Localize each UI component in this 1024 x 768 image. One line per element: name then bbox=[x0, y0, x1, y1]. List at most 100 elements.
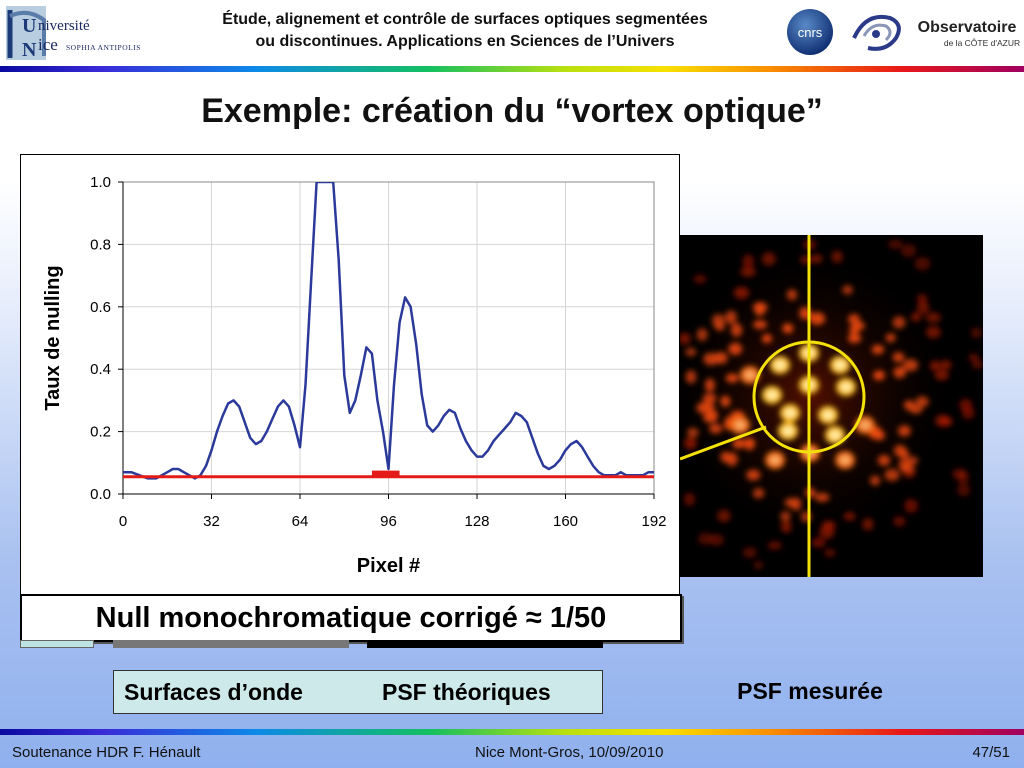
psf-speckle bbox=[746, 469, 761, 481]
slide-title: Exemple: création du “vortex optique” bbox=[201, 92, 823, 130]
psf-speckle bbox=[725, 373, 739, 383]
psf-speckle bbox=[925, 312, 941, 323]
psf-speckle bbox=[753, 488, 765, 499]
psf-speckle bbox=[685, 370, 697, 384]
psf-speckle bbox=[914, 257, 931, 271]
psf-measured-image bbox=[680, 235, 983, 577]
label-psf-mesuree: PSF mesurée bbox=[737, 678, 883, 704]
presentation-title: Étude, alignement et contrôle de surface… bbox=[160, 9, 770, 53]
psf-speckle bbox=[873, 370, 885, 381]
psf-speckle bbox=[898, 449, 910, 459]
psf-speckle bbox=[733, 286, 750, 299]
psf-spot-core bbox=[823, 411, 833, 419]
footer-location-date: Nice Mont-Gros, 10/09/2010 bbox=[475, 744, 664, 761]
hidden-panel-edge-b bbox=[113, 640, 349, 648]
psf-speckle bbox=[704, 378, 715, 393]
y-tick-label: 0.6 bbox=[90, 299, 111, 316]
logo-cnrs-text: cnrs bbox=[798, 25, 823, 40]
psf-speckle bbox=[884, 468, 900, 482]
psf-spot-core bbox=[745, 371, 755, 379]
logo-obs-line1: Observatoire bbox=[918, 19, 1017, 36]
y-tick-label: 0.0 bbox=[90, 486, 111, 503]
psf-speckle bbox=[888, 239, 903, 249]
label-surfaces-onde: Surfaces d’onde bbox=[124, 679, 303, 705]
psf-speckle bbox=[869, 475, 881, 486]
x-tick-label: 96 bbox=[380, 513, 397, 530]
psf-speckle bbox=[687, 427, 699, 438]
psf-speckle bbox=[698, 532, 713, 545]
title-line-2: ou discontinues. Applications en Science… bbox=[255, 33, 675, 50]
svg-text:U: U bbox=[22, 15, 36, 37]
psf-speckle bbox=[917, 301, 930, 315]
nulling-chart: 0.0 0.2 0.4 0.6 0.8 1.0 0 32 64 96 128 160 192 Pixel … bbox=[20, 154, 680, 596]
psf-speckle bbox=[934, 369, 949, 381]
footer-page-number: 47/51 bbox=[972, 744, 1010, 761]
psf-speckle bbox=[892, 352, 905, 363]
hidden-panel-edge-c bbox=[367, 640, 603, 648]
psf-speckle bbox=[903, 359, 919, 372]
psf-speckle bbox=[703, 352, 719, 366]
psf-speckle bbox=[767, 541, 782, 550]
psf-speckle bbox=[680, 332, 691, 345]
psf-speckle bbox=[904, 499, 918, 513]
swirl-logo bbox=[852, 15, 901, 51]
psf-speckle bbox=[915, 396, 929, 407]
header-rainbow-bar bbox=[0, 66, 1024, 72]
y-tick-label: 0.2 bbox=[90, 424, 111, 441]
psf-speckle bbox=[906, 456, 919, 465]
cnrs-logo: cnrs bbox=[787, 9, 833, 55]
psf-speckle bbox=[962, 406, 975, 420]
nulling-curve bbox=[123, 182, 654, 480]
psf-speckle bbox=[849, 325, 860, 334]
psf-speckle bbox=[742, 254, 755, 269]
psf-speckle bbox=[696, 402, 708, 414]
psf-speckle bbox=[929, 360, 941, 371]
psf-speckle bbox=[917, 293, 928, 304]
x-tick-label: 64 bbox=[292, 513, 309, 530]
svg-text:N: N bbox=[22, 39, 37, 61]
psf-speckle bbox=[728, 342, 743, 355]
psf-speckle bbox=[811, 537, 826, 548]
psf-speckle bbox=[885, 333, 896, 343]
psf-speckle bbox=[968, 353, 980, 362]
psf-speckle bbox=[685, 347, 697, 357]
psf-speckle bbox=[809, 312, 826, 325]
psf-speckle bbox=[935, 414, 950, 427]
psf-speckle bbox=[901, 244, 917, 257]
psf-speckle bbox=[847, 333, 862, 343]
x-tick-label: 192 bbox=[641, 513, 666, 530]
psf-speckle bbox=[753, 320, 767, 330]
logo-univ-line2: ice bbox=[38, 35, 58, 54]
psf-speckle bbox=[971, 359, 983, 369]
psf-speckle bbox=[897, 425, 911, 437]
y-tick-label: 1.0 bbox=[90, 174, 111, 191]
psf-speckle bbox=[900, 463, 915, 473]
universite-nice-logo: U N niversité ice SOPHIA ANTIPOLIS bbox=[6, 6, 140, 61]
psf-speckle bbox=[684, 492, 695, 506]
title-line-1: Étude, alignement et contrôle de surface… bbox=[222, 11, 708, 28]
psf-speckle bbox=[939, 360, 952, 370]
psf-speckle bbox=[730, 323, 743, 337]
psf-spot-core bbox=[770, 456, 780, 464]
psf-speckle bbox=[892, 316, 906, 329]
psf-speckle bbox=[709, 423, 723, 434]
psf-speckle bbox=[877, 454, 891, 466]
psf-speckle bbox=[761, 334, 773, 344]
psf-speckle bbox=[842, 285, 853, 295]
psf-speckle bbox=[744, 437, 755, 450]
psf-speckle bbox=[873, 430, 885, 441]
logo-univ-line1: niversité bbox=[38, 18, 90, 34]
psf-speckle bbox=[709, 533, 724, 546]
psf-speckle bbox=[780, 511, 791, 522]
psf-speckle bbox=[925, 326, 941, 339]
psf-speckle bbox=[720, 395, 731, 407]
psf-speckle bbox=[893, 516, 906, 527]
psf-speckle bbox=[910, 312, 922, 322]
x-tick-label: 32 bbox=[203, 513, 220, 530]
logo-obs-line2: de la CÔTE d'AZUR bbox=[944, 38, 1020, 48]
psf-speckle bbox=[702, 393, 717, 403]
psf-speckle bbox=[822, 520, 836, 530]
psf-speckle bbox=[743, 547, 757, 558]
footer-author: Soutenance HDR F. Hénault bbox=[12, 744, 201, 761]
x-axis-label: Pixel # bbox=[357, 555, 420, 577]
